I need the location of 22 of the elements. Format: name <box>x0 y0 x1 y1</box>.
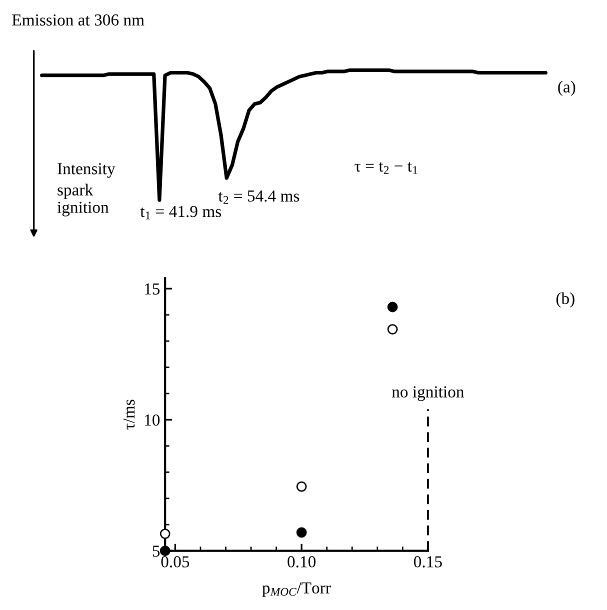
text: (a) <box>558 80 576 96</box>
point <box>160 528 170 539</box>
point <box>387 324 398 334</box>
point <box>296 481 307 492</box>
annotation: τ = t$_{2}$ − t$_{1}$ <box>354 162 418 174</box>
annotation: spark ignition <box>57 184 109 216</box>
chart-title: Emission at 306 nm <box>12 14 144 26</box>
y-tick-label: 10 <box>145 414 160 426</box>
annotation: t$_{2}$ = 54.4 ms <box>218 190 300 204</box>
x-tick-label: 0.05 <box>161 556 190 568</box>
y-tick-label: 15 <box>145 283 160 295</box>
y-axis-title: τ/ms <box>123 400 135 430</box>
point <box>296 527 307 538</box>
text: (b) <box>556 292 574 308</box>
annotation: no ignition <box>392 386 464 401</box>
x-tick-label: 0.15 <box>414 556 442 568</box>
point <box>387 302 398 312</box>
text: t$_{1}$ = 41.9 ms <box>140 206 222 220</box>
y-axis-title: Intensity <box>58 163 116 178</box>
y-tick-label: 5 <box>152 546 160 557</box>
x-axis-title: p$_{MOC}$/Torr <box>262 582 331 597</box>
x-tick-label: 0.10 <box>288 556 316 568</box>
